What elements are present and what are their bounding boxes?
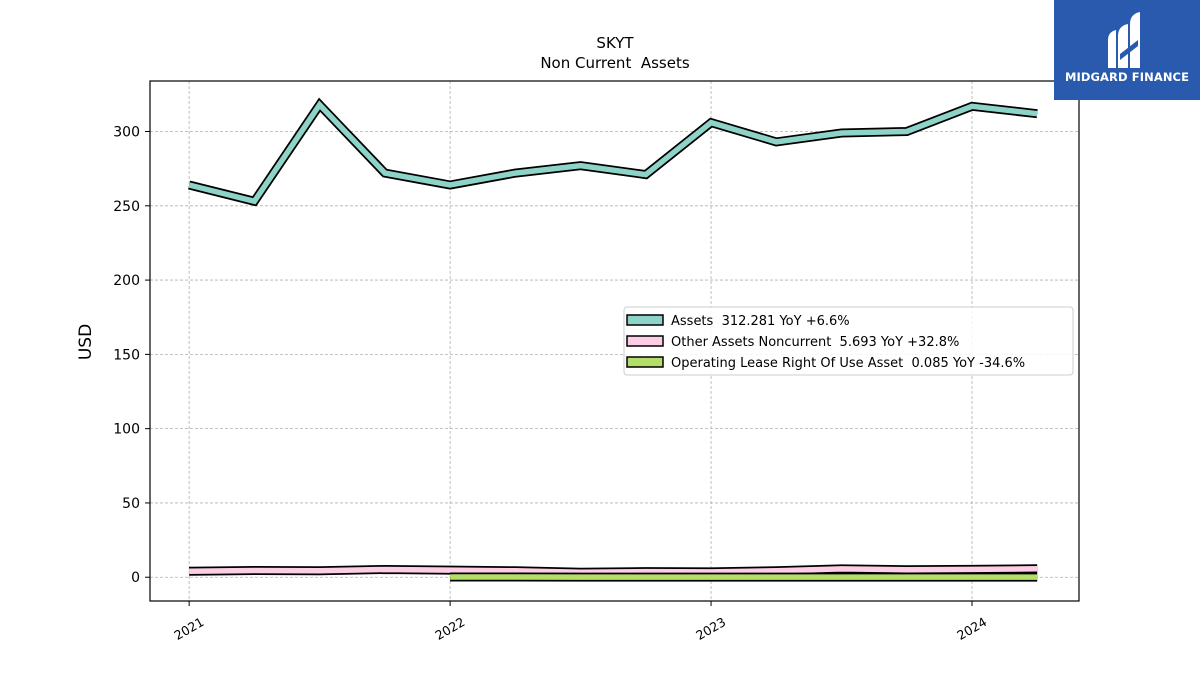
- series-line: [188, 100, 1038, 205]
- legend-entry-label: Other Assets Noncurrent 5.693 YoY +32.8%: [671, 335, 959, 350]
- x-tick-label: 2022: [432, 614, 467, 643]
- legend-entry-label: Assets 312.281 YoY +6.6%: [671, 314, 850, 329]
- y-tick-label: 100: [113, 422, 140, 438]
- chart-subtitle: Non Current Assets: [540, 54, 690, 72]
- y-tick-label: 50: [122, 496, 140, 512]
- legend-box: [623, 306, 1074, 376]
- legend-swatch: [626, 314, 664, 326]
- series-line: [189, 566, 1038, 576]
- legend-entry-label: Operating Lease Right Of Use Asset 0.085…: [671, 356, 1025, 371]
- midgard-finance-logo: MIDGARD FINANCE: [1054, 0, 1200, 100]
- logo-mark-icon: [1108, 12, 1140, 68]
- x-tick-label: 2021: [171, 614, 206, 643]
- chart-title: SKYT: [596, 34, 634, 52]
- y-axis-label: USD: [76, 324, 96, 360]
- plot-frame: [149, 80, 1080, 602]
- legend-swatch: [626, 335, 664, 347]
- y-tick-label: 0: [131, 570, 140, 586]
- series-line-outline: [188, 97, 1038, 207]
- legend-swatch: [626, 356, 664, 368]
- x-tick-label: 2023: [693, 614, 728, 643]
- logo-text: MIDGARD FINANCE: [1064, 70, 1190, 84]
- x-tick-label: 2024: [954, 614, 989, 643]
- y-tick-label: 250: [113, 199, 140, 215]
- y-tick-label: 150: [113, 347, 140, 363]
- legend: Assets 312.281 YoY +6.6% Other Assets Non…: [623, 306, 1074, 376]
- y-tick-label: 300: [113, 125, 140, 141]
- y-tick-label: 200: [113, 273, 140, 289]
